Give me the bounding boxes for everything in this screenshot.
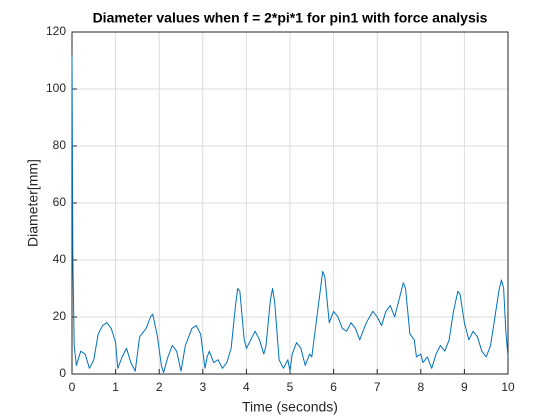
y-tick-label: 40 [53, 252, 67, 266]
x-tick-label: 2 [156, 380, 163, 394]
x-tick-label: 8 [417, 380, 424, 394]
y-tick-label: 100 [46, 81, 66, 95]
y-tick-label: 60 [53, 195, 67, 209]
y-tick-label: 80 [53, 138, 67, 152]
x-tick-label: 6 [330, 380, 337, 394]
x-tick-label: 3 [199, 380, 206, 394]
x-tick-label: 5 [287, 380, 294, 394]
data-line [71, 54, 509, 374]
chart-title: Diameter values when f = 2*pi*1 for pin1… [93, 10, 488, 26]
y-tick-label: 120 [46, 24, 66, 38]
x-tick-label: 4 [243, 380, 250, 394]
plot-frame [71, 31, 509, 375]
x-tick-label: 0 [69, 380, 76, 394]
x-tick-label: 9 [461, 380, 468, 394]
x-tick-label: 10 [501, 380, 515, 394]
y-tick-label: 20 [53, 309, 67, 323]
x-tick-label: 1 [112, 380, 119, 394]
y-axis-label: Diameter[mm] [25, 159, 41, 247]
x-axis-label: Time (seconds) [242, 399, 338, 415]
y-tick-label: 0 [59, 366, 66, 380]
x-tick-label: 7 [374, 380, 381, 394]
